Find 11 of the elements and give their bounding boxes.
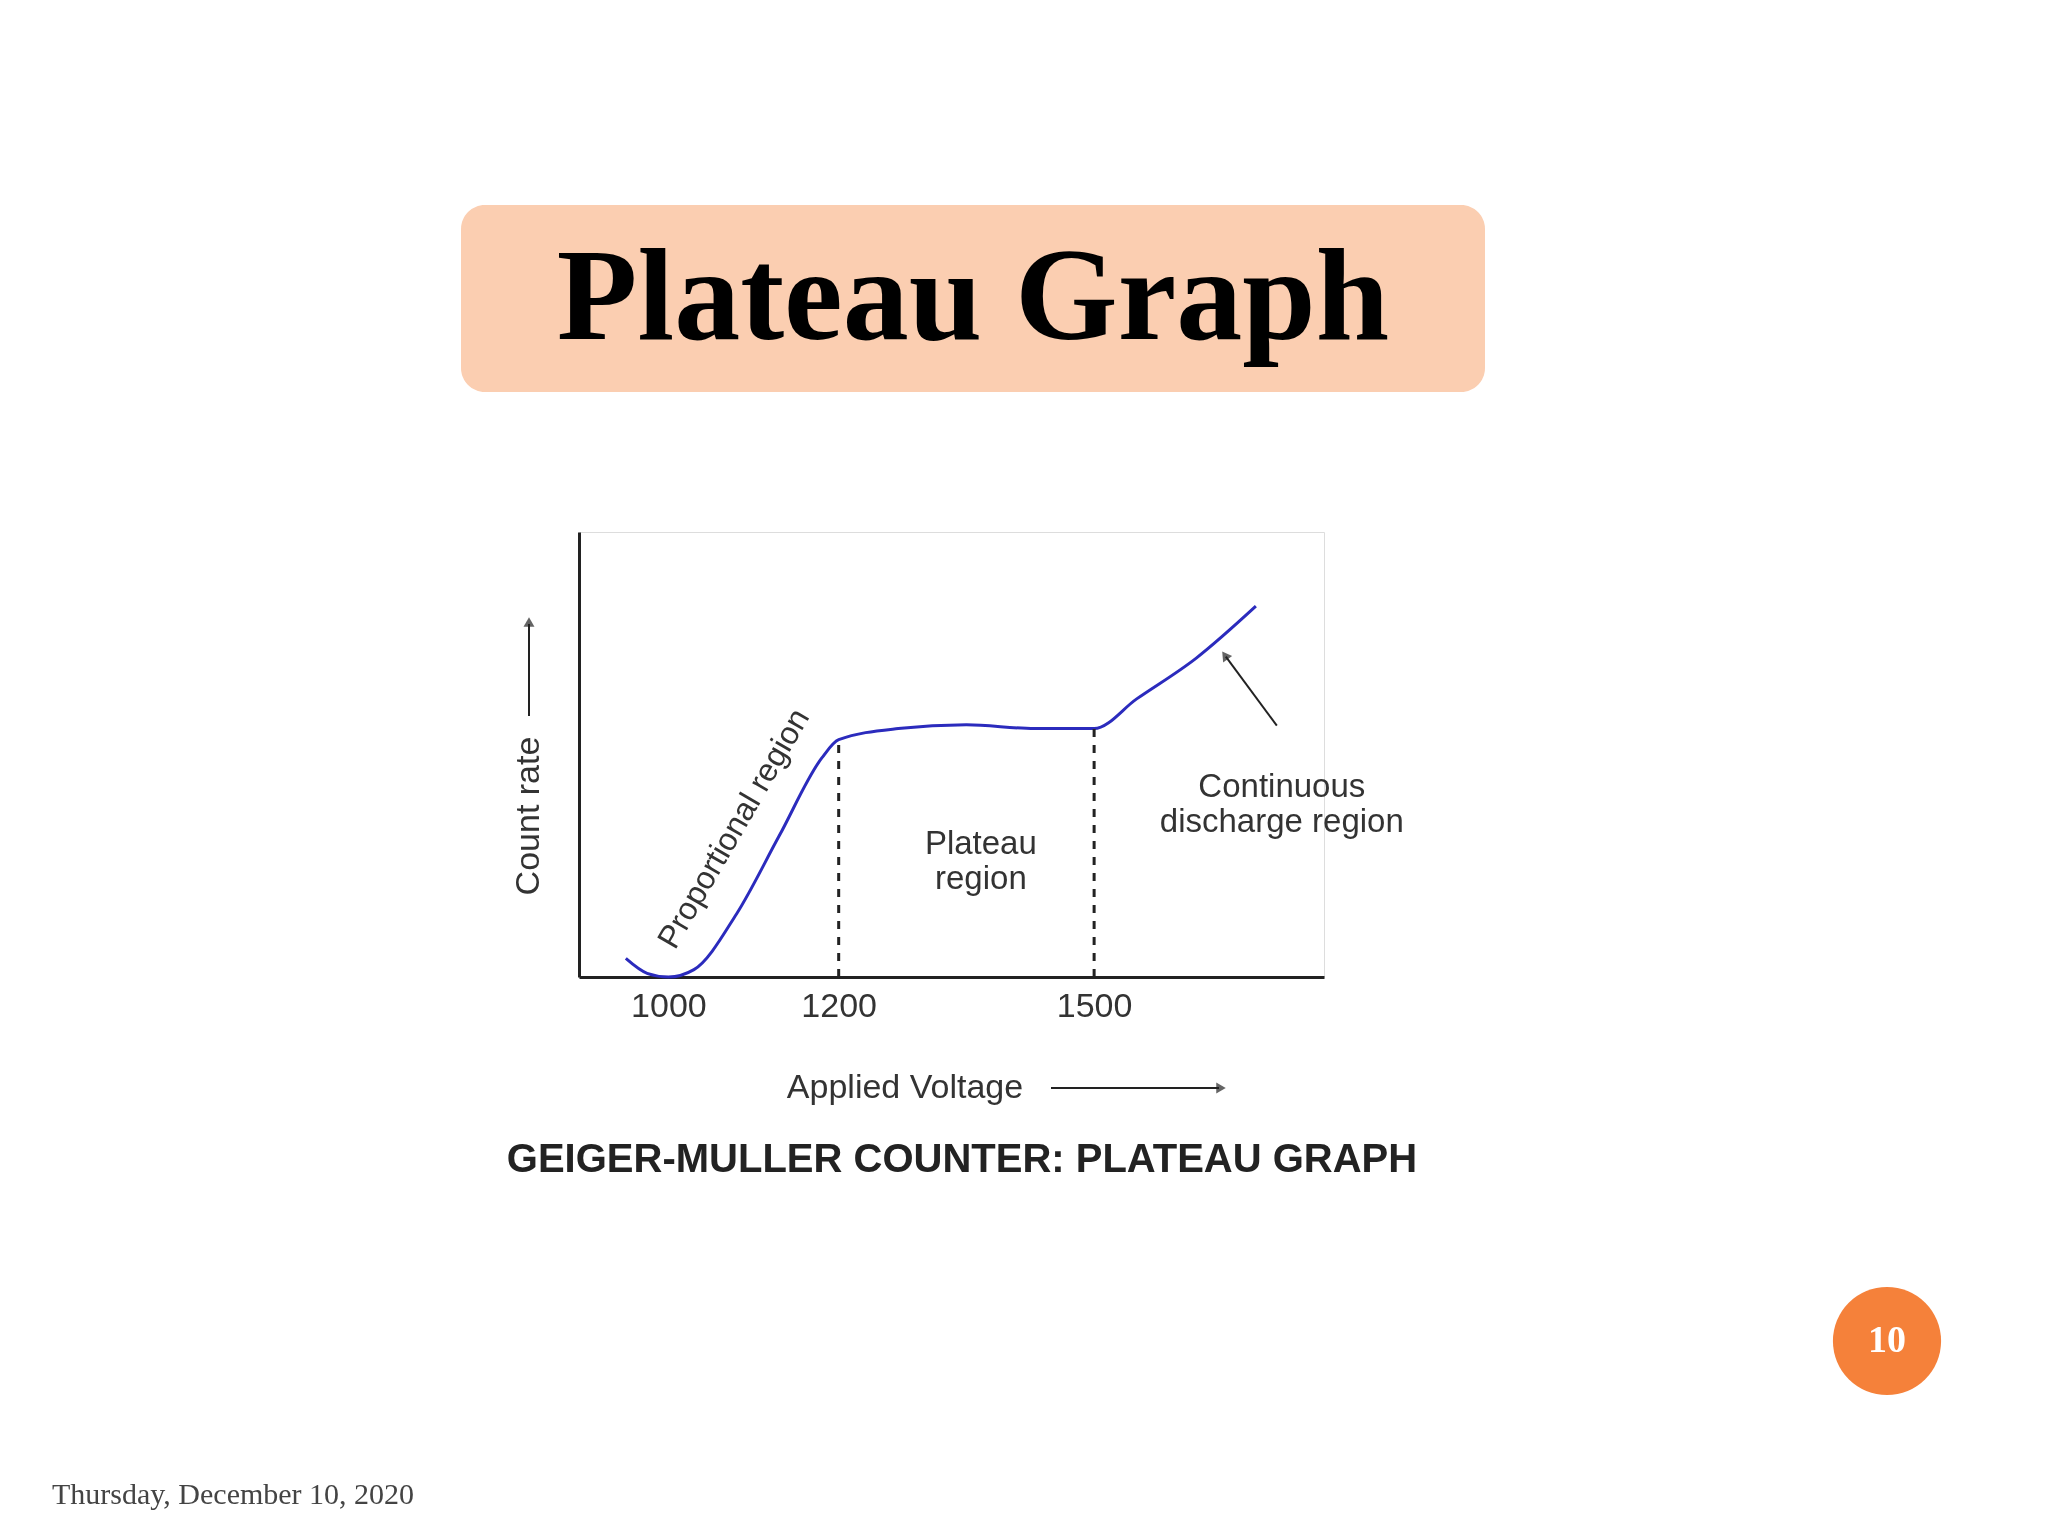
x-tick-label: 1500 <box>1056 985 1133 1024</box>
annotation: Plateau region <box>924 823 1037 896</box>
text: 10 <box>1868 1318 1906 1360</box>
x-tick-label: 1000 <box>631 985 707 1024</box>
annotation: Continuous discharge region <box>1159 766 1404 839</box>
x-axis-title: Applied Voltage <box>786 1067 1024 1105</box>
chart-title: Plateau Graph <box>556 221 1390 368</box>
y-axis-title: Count rate <box>508 736 546 896</box>
x-tick-label: 1200 <box>801 985 878 1024</box>
text: Thursday, December 10, 2020 <box>52 1477 415 1510</box>
text: GEIGER-MULLER COUNTER: PLATEAU GRAPH <box>506 1136 1418 1180</box>
